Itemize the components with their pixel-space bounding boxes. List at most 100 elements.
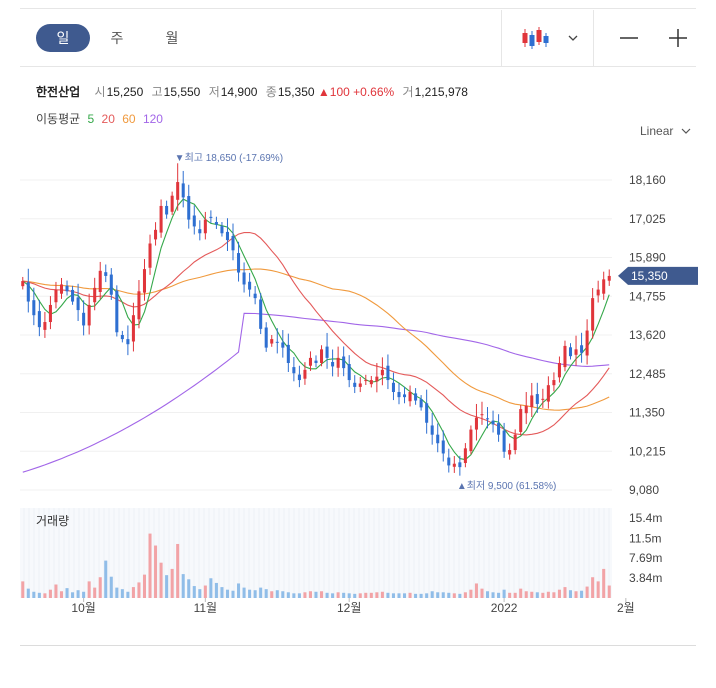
ma-5: 5 (87, 112, 95, 126)
volume-bar (65, 588, 69, 598)
close-label: 종 (265, 85, 277, 99)
candle-body (54, 289, 58, 303)
volume-bar (452, 593, 456, 598)
ma-120-line (22, 312, 610, 473)
chart-type-selector[interactable] (518, 25, 582, 53)
volume-bar (98, 577, 102, 598)
volume-bar (414, 593, 418, 598)
tab-monthly[interactable]: 월 (165, 30, 179, 46)
candle-body (154, 229, 158, 240)
volume-bar (48, 589, 52, 598)
volume-bar (181, 574, 185, 598)
tab-daily[interactable]: 일 (36, 24, 90, 52)
volume-bar (497, 592, 501, 598)
volume-bar (347, 593, 351, 598)
volume-bar (463, 592, 467, 598)
volume-bar (557, 589, 561, 598)
volume-bar (508, 592, 512, 598)
low-label: 저 (208, 85, 220, 99)
ma-120: 120 (142, 112, 163, 126)
volume-bar (248, 589, 252, 598)
x-tick-label: 2022 (491, 601, 518, 615)
volume-bar (441, 592, 445, 598)
top-divider (20, 8, 696, 9)
tab-weekly[interactable]: 주 (110, 30, 124, 46)
current-price-label: 15,350 (631, 269, 668, 283)
candle-body (524, 405, 528, 414)
volume-bar (607, 585, 611, 598)
candle-body (71, 289, 75, 302)
volume-bar (331, 593, 335, 598)
candle-body (535, 394, 539, 404)
price-tick-label: 15,890 (629, 251, 666, 265)
volume-bar (220, 587, 224, 598)
ma-label: 이동평균 (36, 112, 81, 126)
toolbar-divider (501, 10, 502, 66)
candle-body (508, 450, 512, 455)
ma-60-line (22, 268, 610, 411)
close-value: 15,350 (277, 85, 315, 99)
volume-bar (93, 587, 97, 598)
candle-body (325, 346, 329, 358)
candle-body (331, 361, 335, 367)
volume-bar (430, 591, 434, 598)
candle-body (602, 279, 606, 294)
zoom-out-button[interactable] (614, 24, 644, 52)
candle-body (425, 403, 429, 423)
candle-body (165, 205, 169, 215)
candle-body (347, 364, 351, 381)
volume-bar (320, 591, 324, 598)
current-price-badge (618, 266, 698, 285)
volume-bar (386, 592, 390, 598)
volume-tick-label: 11.5m (629, 531, 661, 545)
volume-bar (109, 576, 113, 598)
volume-title: 거래량 (36, 514, 69, 528)
candle-body (463, 448, 467, 464)
candle-body (436, 434, 440, 444)
volume-bar (253, 590, 257, 598)
volume-bar (480, 588, 484, 598)
candle-body (59, 284, 64, 294)
volume-bar (159, 562, 163, 598)
candle-body (82, 312, 86, 326)
volume-bar (270, 591, 274, 598)
volume-bar (43, 593, 47, 598)
candle-body (264, 327, 268, 348)
volume-bar (474, 583, 478, 598)
volume-bar (21, 581, 25, 598)
candle-body (491, 420, 495, 425)
volume-bar (303, 592, 307, 598)
volume-bar (353, 593, 357, 598)
volume-bar (458, 593, 462, 598)
candle-body (292, 367, 296, 374)
candle-body (408, 392, 412, 402)
volume-bar (574, 591, 578, 598)
volume-bar (447, 592, 451, 598)
candle-body (364, 380, 368, 382)
volume-bar (275, 590, 279, 598)
candle-body (203, 219, 207, 234)
zoom-in-button[interactable] (663, 24, 693, 52)
volume-bar (513, 592, 517, 598)
candle-body (148, 243, 152, 268)
candle-body (126, 339, 130, 345)
candle-body (98, 270, 102, 292)
volume-bar (120, 589, 124, 598)
volume-label: 거 (402, 85, 414, 99)
volume-bar (37, 592, 41, 598)
volume-bar (87, 581, 91, 598)
volume-bar (397, 593, 401, 598)
volume-bar (541, 592, 545, 598)
stock-name: 한전산업 (36, 85, 81, 99)
candle-body (176, 182, 180, 200)
volume-bar (546, 591, 550, 598)
scale-selector[interactable]: Linear (640, 124, 691, 138)
price-tick-label: 11,350 (629, 406, 665, 420)
candle-body (220, 226, 224, 234)
volume-bar (170, 568, 174, 598)
candle-body (485, 418, 490, 420)
volume-bar (192, 586, 196, 598)
candle-body (297, 374, 301, 381)
candle-body (225, 231, 229, 241)
